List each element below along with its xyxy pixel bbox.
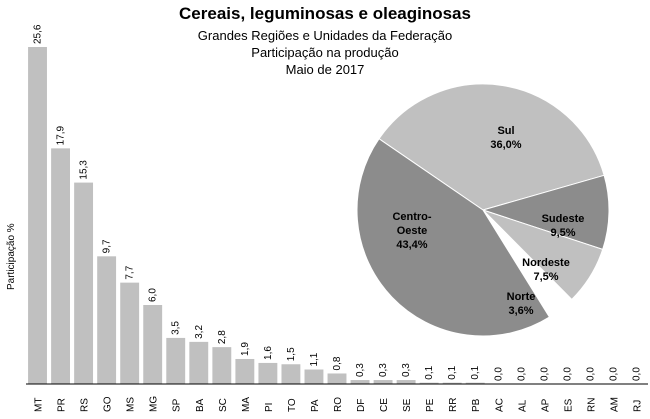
tick-label-PA: PA	[310, 399, 321, 412]
value-label-CE: 0,3	[378, 363, 389, 377]
chart-subtitle-3: Maio de 2017	[285, 62, 365, 77]
chart-title: Cereais, leguminosas e oleaginosas	[179, 4, 471, 23]
pie-label-sul: Sul 36,0%	[490, 125, 521, 151]
tick-label-MS: MS	[126, 397, 137, 412]
bar-GO	[97, 256, 117, 384]
tick-label-SE: SE	[402, 398, 413, 412]
bar-PA	[304, 369, 324, 384]
value-label-PR: 17,9	[56, 125, 67, 145]
tick-label-GO: GO	[103, 396, 114, 412]
tick-label-SP: SP	[172, 398, 183, 412]
bar-series: 25,6 MT 17,9 PR 15,3 RS 9,7 GO 7,7 MS 6,0 MG 3,5 SP 3,…	[28, 24, 643, 412]
tick-label-TO: TO	[287, 398, 298, 412]
tick-label-AL: AL	[517, 399, 528, 412]
value-label-MG: 6,0	[148, 288, 159, 302]
tick-label-RR: RR	[448, 398, 459, 412]
value-label-AL: 0,0	[516, 367, 527, 381]
value-label-PB: 0,1	[470, 365, 481, 379]
tick-label-MA: MA	[241, 397, 252, 412]
tick-label-PR: PR	[57, 398, 68, 412]
bar-SP	[166, 337, 186, 384]
pie-label-centro-oeste: Centro-Oeste 43,4%	[392, 211, 431, 251]
tick-label-AP: AP	[540, 398, 551, 412]
value-label-TO: 1,5	[286, 347, 297, 361]
value-label-SE: 0,3	[401, 363, 412, 377]
value-label-DF: 0,3	[355, 363, 366, 377]
tick-label-RJ: RJ	[632, 400, 643, 412]
pie-label-norte: Norte 3,6%	[507, 291, 536, 317]
value-label-AC: 0,0	[493, 367, 504, 381]
tick-label-RO: RO	[333, 397, 344, 412]
tick-label-RN: RN	[586, 398, 597, 412]
pie-slice-sul	[378, 83, 605, 211]
tick-label-MT: MT	[34, 398, 45, 412]
value-label-PE: 0,1	[424, 365, 435, 379]
tick-label-RS: RS	[80, 398, 91, 412]
value-label-AP: 0,0	[539, 367, 550, 381]
bar-TO	[281, 364, 301, 384]
value-label-GO: 9,7	[102, 239, 113, 253]
tick-label-PE: PE	[425, 398, 436, 412]
value-label-RJ: 0,0	[631, 367, 642, 381]
bar-MT	[28, 47, 47, 384]
bar-PR	[51, 148, 71, 384]
bar-SC	[212, 347, 232, 384]
chart-subtitle-2: Participação na produção	[251, 45, 399, 60]
bar-PI	[258, 362, 278, 384]
tick-label-MG: MG	[149, 396, 160, 412]
value-label-SP: 3,5	[171, 321, 182, 335]
tick-label-AM: AM	[609, 397, 620, 412]
value-label-ES: 0,0	[562, 367, 573, 381]
pie-label-sudeste: Sudeste 9,5%	[542, 213, 585, 239]
bar-SE	[396, 380, 416, 384]
bar-CE	[373, 380, 393, 384]
tick-label-AC: AC	[494, 398, 505, 412]
bar-DF	[350, 380, 370, 384]
pie-slice-sudeste	[481, 174, 610, 251]
tick-label-BA: BA	[195, 398, 206, 412]
tick-label-PI: PI	[264, 403, 275, 412]
value-label-RN: 0,0	[585, 367, 596, 381]
value-label-PA: 1,1	[309, 352, 320, 366]
value-label-MT: 25,6	[33, 24, 44, 44]
pie-slice-centro-oeste	[356, 138, 551, 337]
bar-RO	[327, 373, 347, 384]
bar-RR	[442, 382, 462, 384]
value-label-RS: 15,3	[79, 160, 90, 180]
tick-label-SC: SC	[218, 398, 229, 412]
bar-PB	[465, 382, 485, 384]
tick-label-ES: ES	[563, 398, 574, 412]
pie-label-nordeste: Nordeste 7,5%	[522, 257, 570, 283]
bar-MG	[143, 305, 163, 384]
value-label-BA: 3,2	[194, 325, 205, 339]
value-label-RO: 0,8	[332, 356, 343, 370]
value-label-SC: 2,8	[217, 330, 228, 344]
tick-label-CE: CE	[379, 398, 390, 412]
y-axis-label: Participação %	[6, 223, 17, 290]
value-label-MA: 1,9	[240, 342, 251, 356]
bar-RS	[74, 182, 94, 384]
tick-label-PB: PB	[471, 398, 482, 412]
pie-chart: Sul 36,0% Sudeste 9,5% Nordeste 7,5% Norte 3,6%…	[356, 83, 610, 337]
chart-subtitle-1: Grandes Regiões e Unidades da Federação	[197, 28, 453, 43]
tick-label-DF: DF	[356, 399, 367, 412]
bar-PE	[419, 382, 439, 384]
value-label-RR: 0,1	[447, 365, 458, 379]
value-label-AM: 0,0	[608, 367, 619, 381]
value-label-PI: 1,6	[263, 346, 274, 360]
bar-MS	[120, 282, 140, 384]
value-label-MS: 7,7	[125, 265, 136, 279]
bar-BA	[189, 341, 209, 384]
bar-MA	[235, 358, 255, 384]
